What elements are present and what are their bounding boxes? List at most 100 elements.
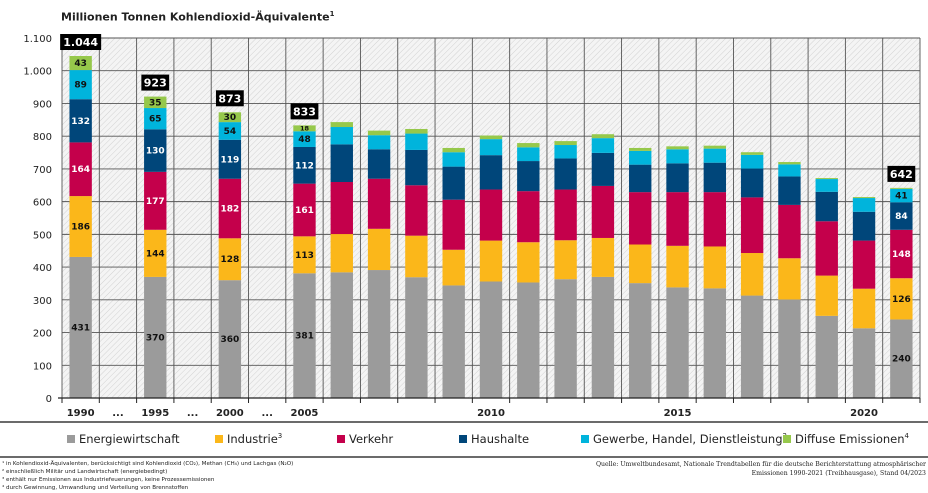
footnote-line: ⁴ durch Gewinnung, Umwandlung und Vertei… (2, 485, 189, 491)
bar-segment-industrie (666, 245, 689, 288)
legend-footnote-marker: 3 (277, 432, 283, 441)
bar-segment-diffuse-emissionen (778, 162, 801, 165)
bar-segment-industrie (405, 235, 428, 278)
legend-top-divider (0, 421, 928, 423)
total-box (290, 103, 319, 120)
source-line: Emissionen 1990-2021 (Treibhausgase), St… (751, 470, 926, 477)
bar-segment-industrie (218, 238, 242, 281)
bar-segment-diffuse-emissionen (740, 152, 764, 155)
x-tick-label: 2020 (850, 408, 878, 419)
legend-swatch (783, 435, 791, 443)
bar-segment-diffuse-emissionen (629, 147, 652, 151)
bar-segment-energiewirtschaft (629, 283, 652, 398)
bar-segment-verkehr (740, 197, 764, 254)
bar-segment-energiewirtschaft (293, 273, 316, 398)
y-tick-label: 500 (33, 230, 52, 241)
bar-segment-haushalte (852, 211, 876, 241)
bar-segment-energiewirtschaft (218, 280, 242, 398)
y-tick-label: 1.100 (23, 34, 52, 45)
legend-swatch (67, 435, 75, 443)
segment-label: 30 (224, 113, 237, 123)
bar-segment-industrie (815, 275, 838, 316)
segment-label: 89 (74, 81, 87, 91)
footnotes: ¹ in Kohlendioxid-Äquivalenten, berücksi… (2, 460, 293, 492)
legend-bottom-divider (0, 456, 928, 458)
bar-segment-haushalte (293, 146, 316, 184)
bar-segment-industrie (703, 246, 727, 289)
total-box (60, 34, 102, 50)
legend-item: Verkehr (337, 432, 393, 446)
bar-segment-diffuse-emissionen (144, 96, 167, 109)
segment-label: 177 (146, 197, 165, 207)
x-tick-label: 1990 (67, 408, 95, 419)
bar-segment-diffuse-emissionen (815, 178, 838, 180)
bar-segment-energiewirtschaft (591, 276, 615, 398)
bar-segment-haushalte (815, 191, 838, 222)
bar-segment-gewerbe-handel-dienstleistung (815, 179, 838, 192)
segment-label: 381 (295, 332, 314, 342)
chart-title-text: Millionen Tonnen Kohlendioxid-Äquivalent… (61, 10, 330, 24)
total-label: 833 (293, 105, 316, 118)
segment-label: 360 (220, 335, 239, 345)
bar-segment-industrie (890, 278, 913, 320)
y-tick-label: 100 (33, 361, 52, 372)
bar-segment-gewerbe-handel-dienstleistung (703, 148, 727, 163)
bar-segment-gewerbe-handel-dienstleistung (69, 70, 92, 100)
x-tick-label: 2000 (216, 408, 244, 419)
bar-segment-verkehr (144, 171, 167, 230)
bar-segment-diffuse-emissionen (479, 135, 503, 140)
legend-swatch (337, 435, 345, 443)
bar-segment-gewerbe-handel-dienstleistung (330, 127, 353, 145)
bar-segment-gewerbe-handel-dienstleistung (890, 188, 913, 203)
bar-segment-gewerbe-handel-dienstleistung (293, 131, 316, 147)
segment-label: 113 (295, 251, 314, 261)
x-tick-label: 2015 (664, 408, 692, 419)
bar-segment-haushalte (778, 176, 801, 205)
bar-segment-verkehr (890, 229, 913, 279)
bar-segment-industrie (144, 229, 167, 277)
bar-segment-industrie (479, 240, 503, 282)
total-label: 1.044 (63, 36, 98, 49)
segment-label: 130 (146, 147, 165, 157)
bar-segment-gewerbe-handel-dienstleistung (778, 164, 801, 177)
legend-label: Industrie (227, 432, 278, 446)
source-note: Quelle: Umweltbundesamt, Nationale Trend… (596, 460, 926, 478)
segment-label: 43 (74, 59, 87, 69)
segment-label: 132 (71, 117, 90, 127)
bar-segment-energiewirtschaft (442, 285, 465, 398)
y-tick-label: 700 (33, 165, 52, 176)
legend-swatch (215, 435, 223, 443)
bar-segment-verkehr (554, 189, 577, 241)
legend-item: Diffuse Emissionen4 (783, 432, 909, 446)
bar-segment-industrie (740, 253, 764, 296)
bar-segment-gewerbe-handel-dienstleistung (218, 122, 242, 140)
bar-segment-industrie (852, 288, 876, 329)
legend: Energiewirtschaft Industrie3 Verkehr Hausha… (0, 432, 928, 452)
total-box (887, 165, 916, 182)
x-tick-label: 2010 (477, 408, 505, 419)
bar-segment-gewerbe-handel-dienstleistung (367, 135, 391, 150)
bar-segment-verkehr (815, 221, 838, 276)
legend-item: Energiewirtschaft (67, 432, 180, 446)
bar-segment-diffuse-emissionen (442, 147, 465, 153)
y-tick-label: 600 (33, 198, 52, 209)
x-tick-label: ... (187, 408, 198, 419)
segment-label: 148 (892, 250, 911, 260)
bar-segment-verkehr (442, 199, 465, 250)
bar-segment-haushalte (218, 139, 242, 179)
segment-label: 18 (300, 124, 310, 132)
segment-label: 126 (892, 295, 911, 305)
segment-label: 35 (149, 98, 162, 108)
x-tick-label: ... (112, 408, 123, 419)
total-box (215, 90, 244, 107)
bar-segment-haushalte (479, 155, 503, 190)
bar-segment-haushalte (405, 149, 428, 186)
bar-segment-energiewirtschaft (740, 295, 764, 398)
chart-plot: 431 186 164 132 89 43 1.044 370 144 177 130 65 35 923… (23, 34, 921, 419)
bar-segment-energiewirtschaft (778, 299, 801, 398)
bar-segment-industrie (629, 244, 652, 284)
footnote-line: ³ enthält nur Emissionen aus Industriefe… (2, 477, 215, 483)
legend-label: Gewerbe, Handel, Dienstleistung (593, 432, 783, 446)
bar-segment-haushalte (554, 158, 577, 190)
legend-label: Verkehr (349, 432, 394, 446)
